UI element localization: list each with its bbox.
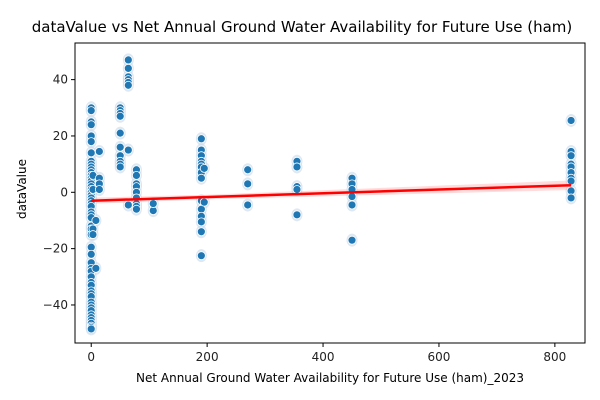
data-point-67 <box>115 142 125 152</box>
axes <box>71 42 586 347</box>
data-point-120 <box>347 235 357 245</box>
data-point-72 <box>123 55 133 65</box>
plot-frame <box>74 42 586 344</box>
data-point-105 <box>199 163 209 173</box>
data-point-55 <box>88 230 98 239</box>
data-point-128 <box>566 176 576 186</box>
data-point-98 <box>196 173 206 183</box>
data-point-3 <box>86 120 96 130</box>
data-point-106 <box>199 197 209 207</box>
data-point-71 <box>115 162 125 172</box>
y-axis-label: dataValue <box>15 159 29 219</box>
data-point-56 <box>91 263 101 273</box>
data-point-111 <box>292 162 302 172</box>
chart-title: dataValue vs Net Annual Ground Water Ava… <box>32 18 573 36</box>
data-point-61 <box>94 185 104 194</box>
x-tick-label-600: 600 <box>428 350 451 364</box>
data-points-layer <box>86 55 576 334</box>
data-point-77 <box>123 80 133 90</box>
data-point-31 <box>86 249 96 259</box>
data-point-118 <box>347 192 357 201</box>
data-point-91 <box>196 134 206 144</box>
data-point-1 <box>86 106 96 116</box>
y-tick-label--40: −40 <box>43 298 68 312</box>
data-point-66 <box>115 128 125 138</box>
data-point-5 <box>86 137 96 146</box>
data-point-58 <box>94 147 104 156</box>
data-point-121 <box>566 116 576 125</box>
data-point-123 <box>566 151 576 161</box>
regression-line-layer <box>91 184 572 202</box>
data-point-57 <box>91 216 101 225</box>
data-point-78 <box>123 145 133 155</box>
data-point-81 <box>132 170 141 180</box>
data-point-65 <box>115 111 125 121</box>
data-point-103 <box>196 227 206 237</box>
data-point-119 <box>347 200 357 210</box>
data-point-109 <box>243 200 253 210</box>
data-point-79 <box>123 200 133 210</box>
regression-line <box>91 184 572 202</box>
data-point-130 <box>566 193 576 203</box>
x-tick-label-0: 0 <box>87 350 95 364</box>
confidence-band-layer <box>85 53 577 336</box>
data-point-102 <box>196 217 206 227</box>
data-point-108 <box>243 179 253 189</box>
data-point-90 <box>148 199 158 208</box>
data-point-73 <box>123 63 133 73</box>
x-tick-label-400: 400 <box>312 350 335 364</box>
y-tick-label-20: 20 <box>53 129 68 143</box>
data-point-88 <box>132 204 141 214</box>
data-point-114 <box>292 210 302 220</box>
data-point-113 <box>292 185 302 194</box>
data-point-104 <box>196 251 206 261</box>
x-tick-label-200: 200 <box>196 350 219 364</box>
x-tick-label-800: 800 <box>543 350 566 364</box>
y-tick-label--20: −20 <box>43 242 68 256</box>
y-tick-label-40: 40 <box>53 73 68 87</box>
data-point-107 <box>243 165 253 175</box>
y-tick-label-0: 0 <box>60 185 68 199</box>
tick-labels: 0 200 400 600 800 −40 −20 0 20 40 <box>43 73 567 364</box>
data-point-51 <box>86 324 96 334</box>
x-axis-label: Net Annual Ground Water Availability for… <box>136 371 524 385</box>
data-point-6 <box>86 148 96 158</box>
